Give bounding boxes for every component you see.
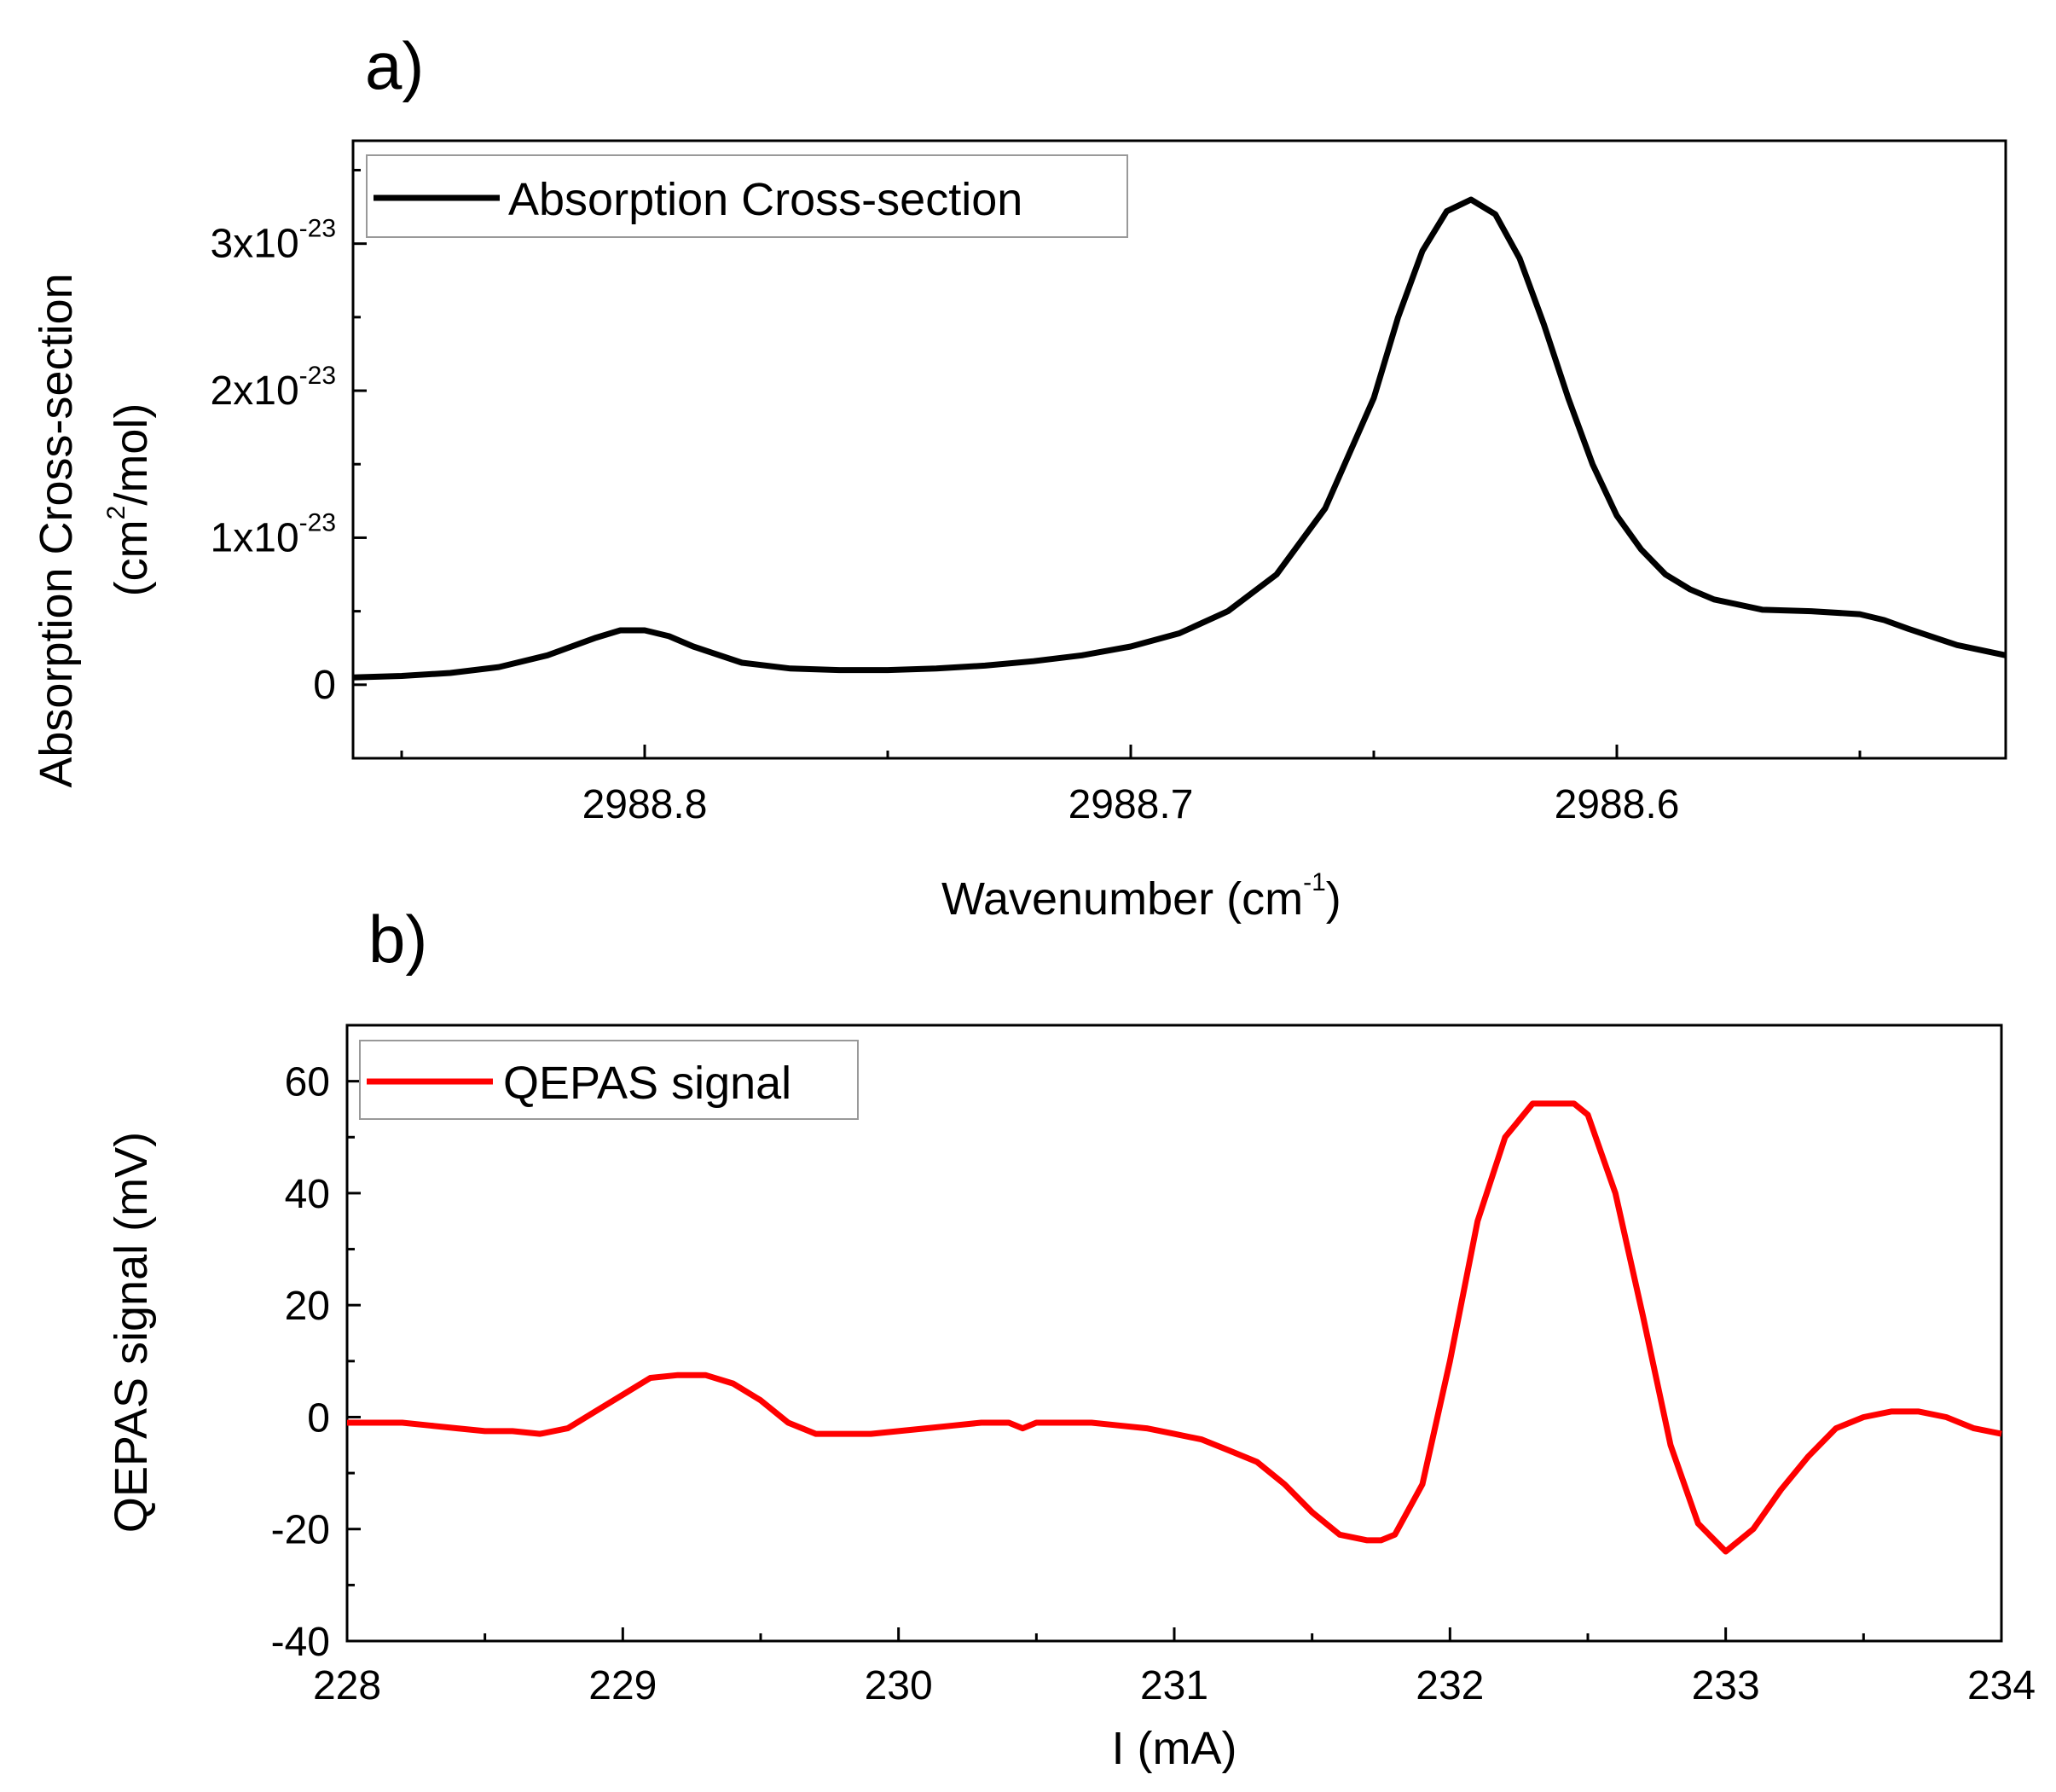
chart-a-x-tick-label: 2988.7 bbox=[1069, 782, 1194, 827]
chart-b-x-tick-label: 232 bbox=[1416, 1663, 1484, 1708]
chart-b-x-tick-label: 231 bbox=[1140, 1663, 1208, 1708]
chart-a-x-tick-label: 2988.8 bbox=[582, 782, 708, 827]
chart-a-x-axis-title: Wavenumber (cm-1) bbox=[941, 868, 1341, 925]
chart-a-x-title-sup: -1 bbox=[1303, 868, 1326, 896]
chart-a-y-tick-label: 1x10-23 bbox=[211, 508, 336, 560]
chart-a-y-tick-base: 3x10 bbox=[211, 222, 299, 267]
chart-a-frame bbox=[351, 139, 2007, 760]
chart-b-y-tick-label: 20 bbox=[285, 1284, 330, 1329]
chart-a-y-tick-base: 0 bbox=[313, 663, 336, 708]
panel-a-label: a) bbox=[365, 28, 424, 103]
chart-a-y-tick-exp: -23 bbox=[299, 362, 336, 390]
chart-b-y-tick-label: 0 bbox=[307, 1395, 330, 1441]
chart-b-x-tick-label: 228 bbox=[313, 1663, 381, 1708]
chart-b-x-tick-label: 230 bbox=[865, 1663, 933, 1708]
chart-b-y-ticks: -40 -20 0 20 40 60 bbox=[271, 1024, 361, 1665]
chart-a-y-title2-post: /mol) bbox=[106, 403, 157, 506]
chart-a-y-tick-label: 3x10-23 bbox=[211, 215, 336, 267]
chart-a-series-line bbox=[352, 196, 2007, 681]
chart-a-y-tick-exp: -23 bbox=[299, 215, 336, 243]
chart-b-y-tick-label: 40 bbox=[285, 1172, 330, 1217]
chart-a-x-ticks: 2988.8 2988.7 2988.6 bbox=[400, 745, 1862, 827]
chart-b-x-tick-label: 233 bbox=[1692, 1663, 1760, 1708]
chart-a-x-title-main: Wavenumber (cm bbox=[941, 873, 1303, 925]
chart-a-y-title2-sup: 2 bbox=[102, 506, 130, 520]
chart-a-y-tick-exp: -23 bbox=[299, 508, 336, 536]
chart-a-legend-label: Absorption Cross-section bbox=[508, 174, 1022, 225]
chart-b-series-line bbox=[347, 1100, 2002, 1555]
chart-b-x-ticks: 228 229 230 231 232 233 234 bbox=[313, 1627, 2036, 1708]
chart-b-y-tick-label: -40 bbox=[271, 1620, 330, 1665]
chart-a-x-tick-label: 2988.6 bbox=[1555, 782, 1680, 827]
chart-b-x-axis-title: I (mA) bbox=[1112, 1723, 1237, 1774]
chart-b-y-axis-title: QEPAS signal (mV) bbox=[106, 1132, 157, 1533]
chart-b-x-tick-label: 234 bbox=[1967, 1663, 2036, 1708]
chart-b: -40 -20 0 20 40 60 228 229 230 231 232 233 234 QEPA… bbox=[106, 1024, 2036, 1774]
chart-b-x-tick-label: 229 bbox=[588, 1663, 657, 1708]
chart-a-y-tick-label: 2x10-23 bbox=[211, 362, 336, 414]
chart-b-y-tick-label: -20 bbox=[271, 1508, 330, 1553]
chart-a-y-tick-base: 1x10 bbox=[211, 515, 299, 560]
chart-b-y-tick-label: 60 bbox=[285, 1060, 330, 1105]
chart-a-y-title2-pre: (cm bbox=[106, 519, 157, 596]
chart-a-y-axis-title-1: Absorption Cross-section bbox=[31, 273, 82, 787]
chart-b-legend-label: QEPAS signal bbox=[503, 1058, 791, 1109]
chart-a-x-title-end: ) bbox=[1326, 873, 1341, 925]
chart-a-y-tick-base: 2x10 bbox=[211, 368, 299, 414]
chart-a-y-axis-title-2: (cm2/mol) bbox=[102, 403, 157, 597]
panel-b-label: b) bbox=[368, 902, 427, 977]
chart-a-y-tick-label: 0 bbox=[313, 663, 336, 708]
